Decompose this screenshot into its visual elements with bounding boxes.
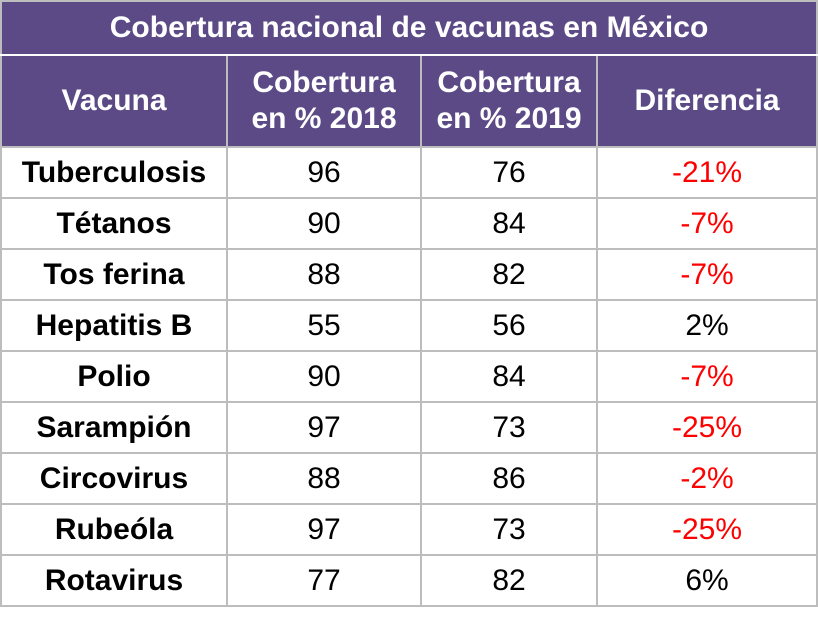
cell-diferencia: -25% bbox=[595, 401, 818, 454]
header-cobertura-2019: Cobertura en % 2019 bbox=[420, 54, 598, 148]
table-row: Tétanos 90 84 -7% bbox=[0, 197, 818, 250]
header-cobertura-2019-line2: en % 2019 bbox=[436, 102, 582, 135]
cell-vacuna: Tétanos bbox=[0, 197, 228, 250]
cell-cobertura-2019: 82 bbox=[420, 248, 598, 301]
cell-diferencia: -2% bbox=[595, 452, 818, 505]
cell-cobertura-2019: 82 bbox=[420, 554, 598, 607]
cell-diferencia: -7% bbox=[595, 197, 818, 250]
cell-vacuna: Hepatitis B bbox=[0, 299, 228, 352]
cell-cobertura-2018: 88 bbox=[226, 452, 422, 505]
header-cobertura-2018: Cobertura en % 2018 bbox=[226, 54, 422, 148]
cell-cobertura-2019: 56 bbox=[420, 299, 598, 352]
cell-vacuna: Rotavirus bbox=[0, 554, 228, 607]
cell-cobertura-2018: 90 bbox=[226, 197, 422, 250]
cell-vacuna: Tos ferina bbox=[0, 248, 228, 301]
table-row: Sarampión 97 73 -25% bbox=[0, 401, 818, 454]
table-row: Rotavirus 77 82 6% bbox=[0, 554, 818, 607]
cell-vacuna: Polio bbox=[0, 350, 228, 403]
cell-cobertura-2019: 73 bbox=[420, 401, 598, 454]
cell-cobertura-2019: 76 bbox=[420, 146, 598, 199]
cell-vacuna: Rubeóla bbox=[0, 503, 228, 556]
cell-cobertura-2019: 84 bbox=[420, 197, 598, 250]
cell-diferencia: -25% bbox=[595, 503, 818, 556]
cell-diferencia: 6% bbox=[595, 554, 818, 607]
header-cobertura-2018-line2: en % 2018 bbox=[251, 102, 397, 135]
cell-cobertura-2018: 97 bbox=[226, 503, 422, 556]
cell-cobertura-2019: 73 bbox=[420, 503, 598, 556]
cell-vacuna: Tuberculosis bbox=[0, 146, 228, 199]
table-header-row: Vacuna Cobertura en % 2018 Cobertura en … bbox=[0, 54, 818, 148]
table-body: Tuberculosis 96 76 -21% Tétanos 90 84 -7% Tos fe… bbox=[0, 146, 818, 607]
cell-cobertura-2019: 84 bbox=[420, 350, 598, 403]
header-cobertura-2019-line1: Cobertura bbox=[437, 66, 581, 99]
cell-cobertura-2019: 86 bbox=[420, 452, 598, 505]
cell-cobertura-2018: 97 bbox=[226, 401, 422, 454]
header-diferencia: Diferencia bbox=[595, 54, 818, 148]
table-title-row: Cobertura nacional de vacunas en México bbox=[0, 0, 818, 56]
vaccine-coverage-table: Cobertura nacional de vacunas en México … bbox=[0, 0, 818, 607]
cell-diferencia: 2% bbox=[595, 299, 818, 352]
cell-cobertura-2018: 77 bbox=[226, 554, 422, 607]
table-row: Circovirus 88 86 -2% bbox=[0, 452, 818, 505]
cell-cobertura-2018: 90 bbox=[226, 350, 422, 403]
table-row: Tos ferina 88 82 -7% bbox=[0, 248, 818, 301]
cell-cobertura-2018: 96 bbox=[226, 146, 422, 199]
header-cobertura-2018-line1: Cobertura bbox=[252, 66, 396, 99]
header-vacuna: Vacuna bbox=[0, 54, 228, 148]
cell-cobertura-2018: 88 bbox=[226, 248, 422, 301]
cell-vacuna: Sarampión bbox=[0, 401, 228, 454]
table-row: Polio 90 84 -7% bbox=[0, 350, 818, 403]
cell-cobertura-2018: 55 bbox=[226, 299, 422, 352]
table-row: Hepatitis B 55 56 2% bbox=[0, 299, 818, 352]
table-row: Tuberculosis 96 76 -21% bbox=[0, 146, 818, 199]
table-title: Cobertura nacional de vacunas en México bbox=[0, 0, 818, 56]
cell-diferencia: -7% bbox=[595, 248, 818, 301]
table-row: Rubeóla 97 73 -25% bbox=[0, 503, 818, 556]
cell-vacuna: Circovirus bbox=[0, 452, 228, 505]
cell-diferencia: -21% bbox=[595, 146, 818, 199]
cell-diferencia: -7% bbox=[595, 350, 818, 403]
